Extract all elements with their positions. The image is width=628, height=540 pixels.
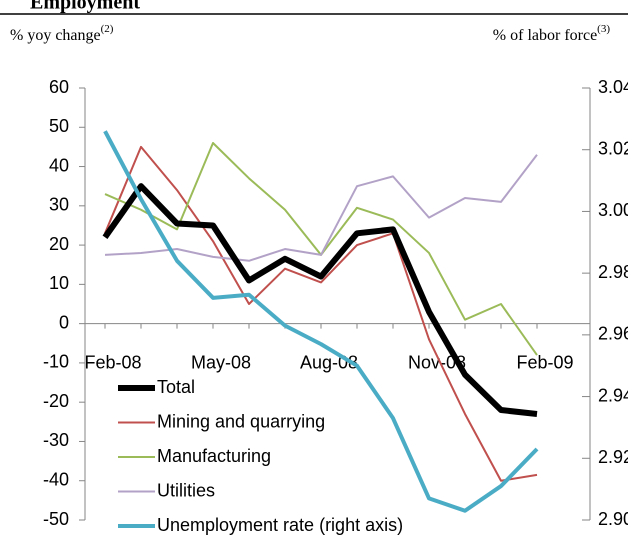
legend-label: Total bbox=[157, 377, 195, 397]
y-tick-label: 20 bbox=[49, 234, 69, 254]
y-label-text: % yoy change bbox=[10, 27, 101, 44]
y2-tick-label: 3.00 bbox=[598, 200, 628, 220]
series-line bbox=[104, 154, 538, 262]
y-tick-label: -40 bbox=[43, 469, 69, 489]
y2-tick-label: 3.04 bbox=[598, 77, 628, 97]
chart-title: Employment bbox=[30, 0, 140, 14]
y-label-note: (2) bbox=[101, 23, 114, 35]
y2-tick-label: 2.94 bbox=[598, 385, 628, 405]
y2-tick-label: 2.92 bbox=[598, 447, 628, 467]
y2-tick-label: 2.96 bbox=[598, 324, 628, 344]
y2-label-note: (3) bbox=[597, 23, 610, 35]
y2-tick-label: 2.98 bbox=[598, 262, 628, 282]
legend-label: Manufacturing bbox=[157, 446, 271, 466]
legend-label: Utilities bbox=[157, 480, 215, 500]
y-tick-label: 60 bbox=[49, 77, 69, 97]
y-tick-label: -50 bbox=[43, 509, 69, 529]
x-tick-label: Nov-08 bbox=[408, 352, 466, 372]
series-line bbox=[104, 145, 538, 482]
x-tick-label: Feb-08 bbox=[84, 352, 141, 372]
y-tick-label: 40 bbox=[49, 155, 69, 175]
y-tick-label: -30 bbox=[43, 430, 69, 450]
y-tick-label: -10 bbox=[43, 352, 69, 372]
y-tick-label: 0 bbox=[59, 312, 69, 332]
y-tick-label: -20 bbox=[43, 391, 69, 411]
y-tick-label: 10 bbox=[49, 273, 69, 293]
series-line bbox=[102, 183, 538, 417]
y-tick-label: 30 bbox=[49, 195, 69, 215]
legend-label: Mining and quarrying bbox=[157, 411, 325, 431]
y2-label-text: % of labor force bbox=[493, 27, 597, 44]
y-tick-label: 50 bbox=[49, 116, 69, 136]
y-axis-label: % yoy change(2) bbox=[10, 23, 114, 44]
y2-tick-label: 2.90 bbox=[598, 509, 628, 529]
y2-tick-label: 3.02 bbox=[598, 138, 628, 158]
x-tick-label: May-08 bbox=[191, 352, 251, 372]
x-tick-label: Feb-09 bbox=[516, 352, 573, 372]
legend-label: Unemployment rate (right axis) bbox=[157, 515, 403, 535]
y2-axis-label: % of labor force(3) bbox=[493, 23, 611, 44]
series-line bbox=[103, 130, 539, 513]
